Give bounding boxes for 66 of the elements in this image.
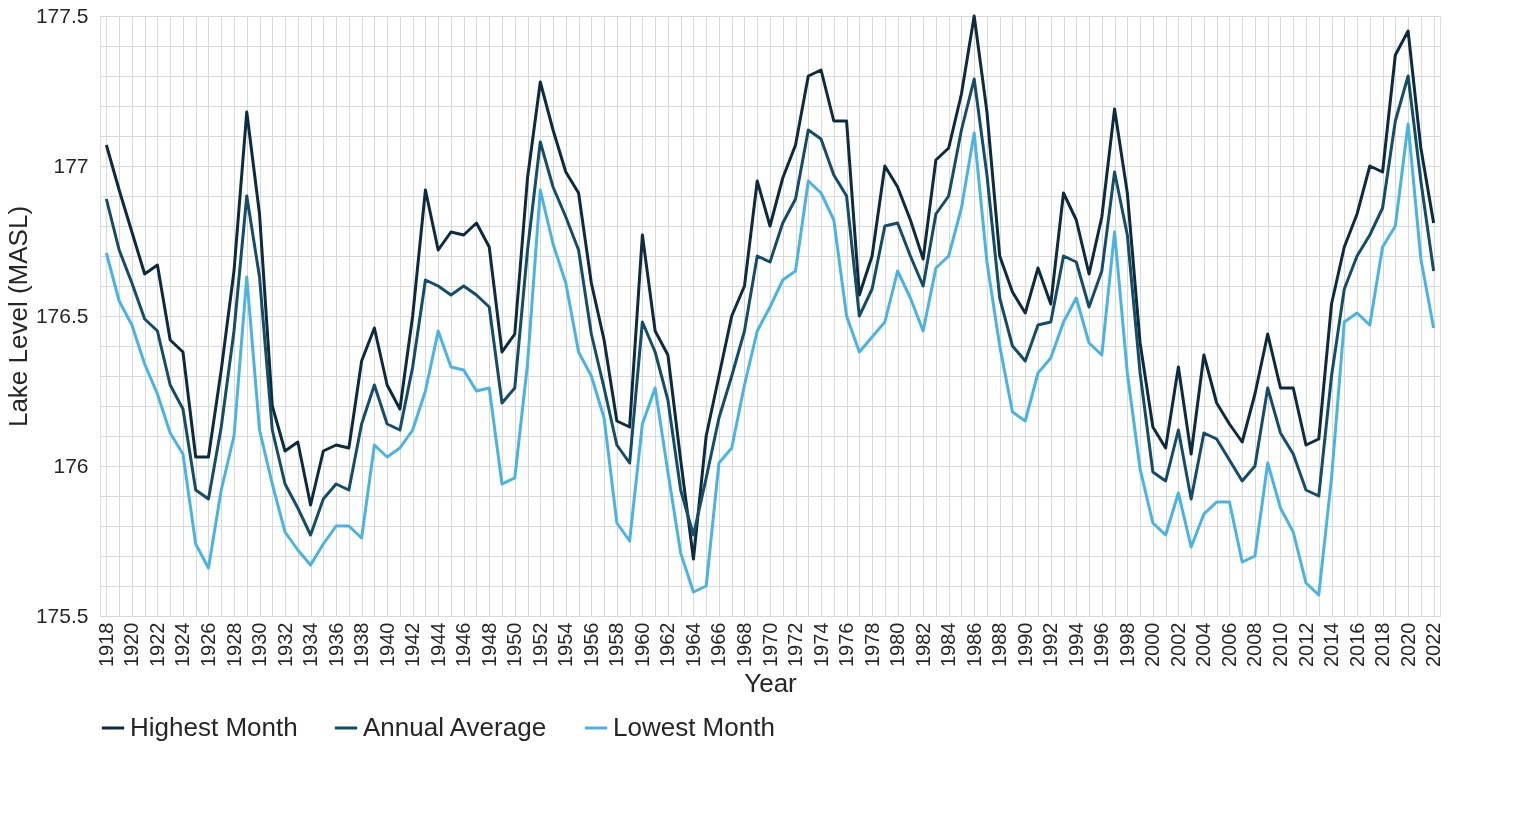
x-tick-label: 1940	[375, 622, 398, 667]
x-tick-label: 1958	[605, 622, 628, 667]
y-tick-label: 177.5	[35, 3, 89, 27]
x-tick-label: 1936	[324, 622, 347, 667]
y-tick-label: 176	[53, 453, 89, 477]
x-tick-label: 1966	[707, 622, 730, 667]
x-tick-label: 1954	[554, 622, 577, 667]
x-tick-label: 1986	[962, 622, 985, 667]
line-series	[104, 14, 1436, 561]
x-tick-label: 1952	[528, 622, 551, 667]
x-tick-label: 1922	[145, 622, 168, 667]
x-tick-label: 1962	[656, 622, 679, 667]
x-tick-label: 2016	[1345, 622, 1368, 667]
legend-label: Annual Average	[363, 712, 547, 742]
x-tick-label: 1996	[1090, 622, 1113, 667]
legend-label: Highest Month	[130, 712, 298, 742]
x-tick-label: 1982	[911, 622, 934, 667]
x-tick-label: 1946	[452, 622, 475, 667]
x-tick-label: 2004	[1192, 622, 1215, 667]
y-tick-label: 175.5	[35, 603, 89, 627]
x-tick-label: 1932	[273, 622, 296, 667]
y-axis-title: Lake Level (MASL)	[2, 205, 33, 428]
x-tick-label: 1924	[171, 622, 194, 667]
x-tick-label: 1930	[248, 622, 271, 667]
x-tick-label: 1944	[426, 622, 449, 667]
x-tick-label: 2010	[1268, 622, 1291, 667]
x-tick-label: 2006	[1217, 622, 1240, 667]
legend-label: Lowest Month	[613, 712, 775, 742]
x-tick-label: 1976	[835, 622, 858, 667]
x-tick-label: 1926	[196, 622, 219, 667]
x-tick-label: 1956	[579, 622, 602, 667]
line-series	[104, 74, 1436, 537]
x-tick-label: 1918	[94, 622, 117, 667]
x-tick-label: 1978	[860, 622, 883, 667]
x-tick-label: 1992	[1039, 622, 1062, 667]
y-tick-label: 176.5	[35, 303, 89, 327]
x-tick-label: 2022	[1422, 622, 1445, 667]
x-tick-label: 1934	[299, 622, 322, 667]
x-tick-label: 1974	[809, 622, 832, 667]
x-tick-label: 2000	[1141, 622, 1164, 667]
line-series	[104, 122, 1436, 597]
x-axis-title: Year	[744, 667, 798, 698]
x-tick-label: 1994	[1064, 622, 1087, 667]
x-tick-label: 2020	[1396, 622, 1419, 667]
x-tick-label: 1938	[350, 622, 373, 667]
x-tick-label: 1972	[784, 622, 807, 667]
x-tick-label: 1968	[732, 622, 755, 667]
x-tick-label: 1920	[120, 622, 143, 667]
x-tick-label: 1988	[988, 622, 1011, 667]
x-tick-label: 2008	[1243, 622, 1266, 667]
x-tick-label: 1948	[477, 622, 500, 667]
x-tick-label: 1964	[681, 622, 704, 667]
x-tick-label: 1980	[886, 622, 909, 667]
x-tick-label: 1970	[758, 622, 781, 667]
x-tick-label: 1990	[1013, 622, 1036, 667]
x-tick-label: 2002	[1166, 622, 1189, 667]
y-tick-label: 177	[53, 153, 89, 177]
x-tick-label: 2014	[1320, 622, 1343, 667]
x-tick-label: 1950	[503, 622, 526, 667]
x-tick-label: 1928	[222, 622, 245, 667]
x-tick-label: 1984	[937, 622, 960, 667]
x-tick-label: 1998	[1115, 622, 1138, 667]
x-tick-label: 1960	[630, 622, 653, 667]
x-tick-label: 2012	[1294, 622, 1317, 667]
x-tick-label: 1942	[401, 622, 424, 667]
x-tick-label: 2018	[1371, 622, 1394, 667]
